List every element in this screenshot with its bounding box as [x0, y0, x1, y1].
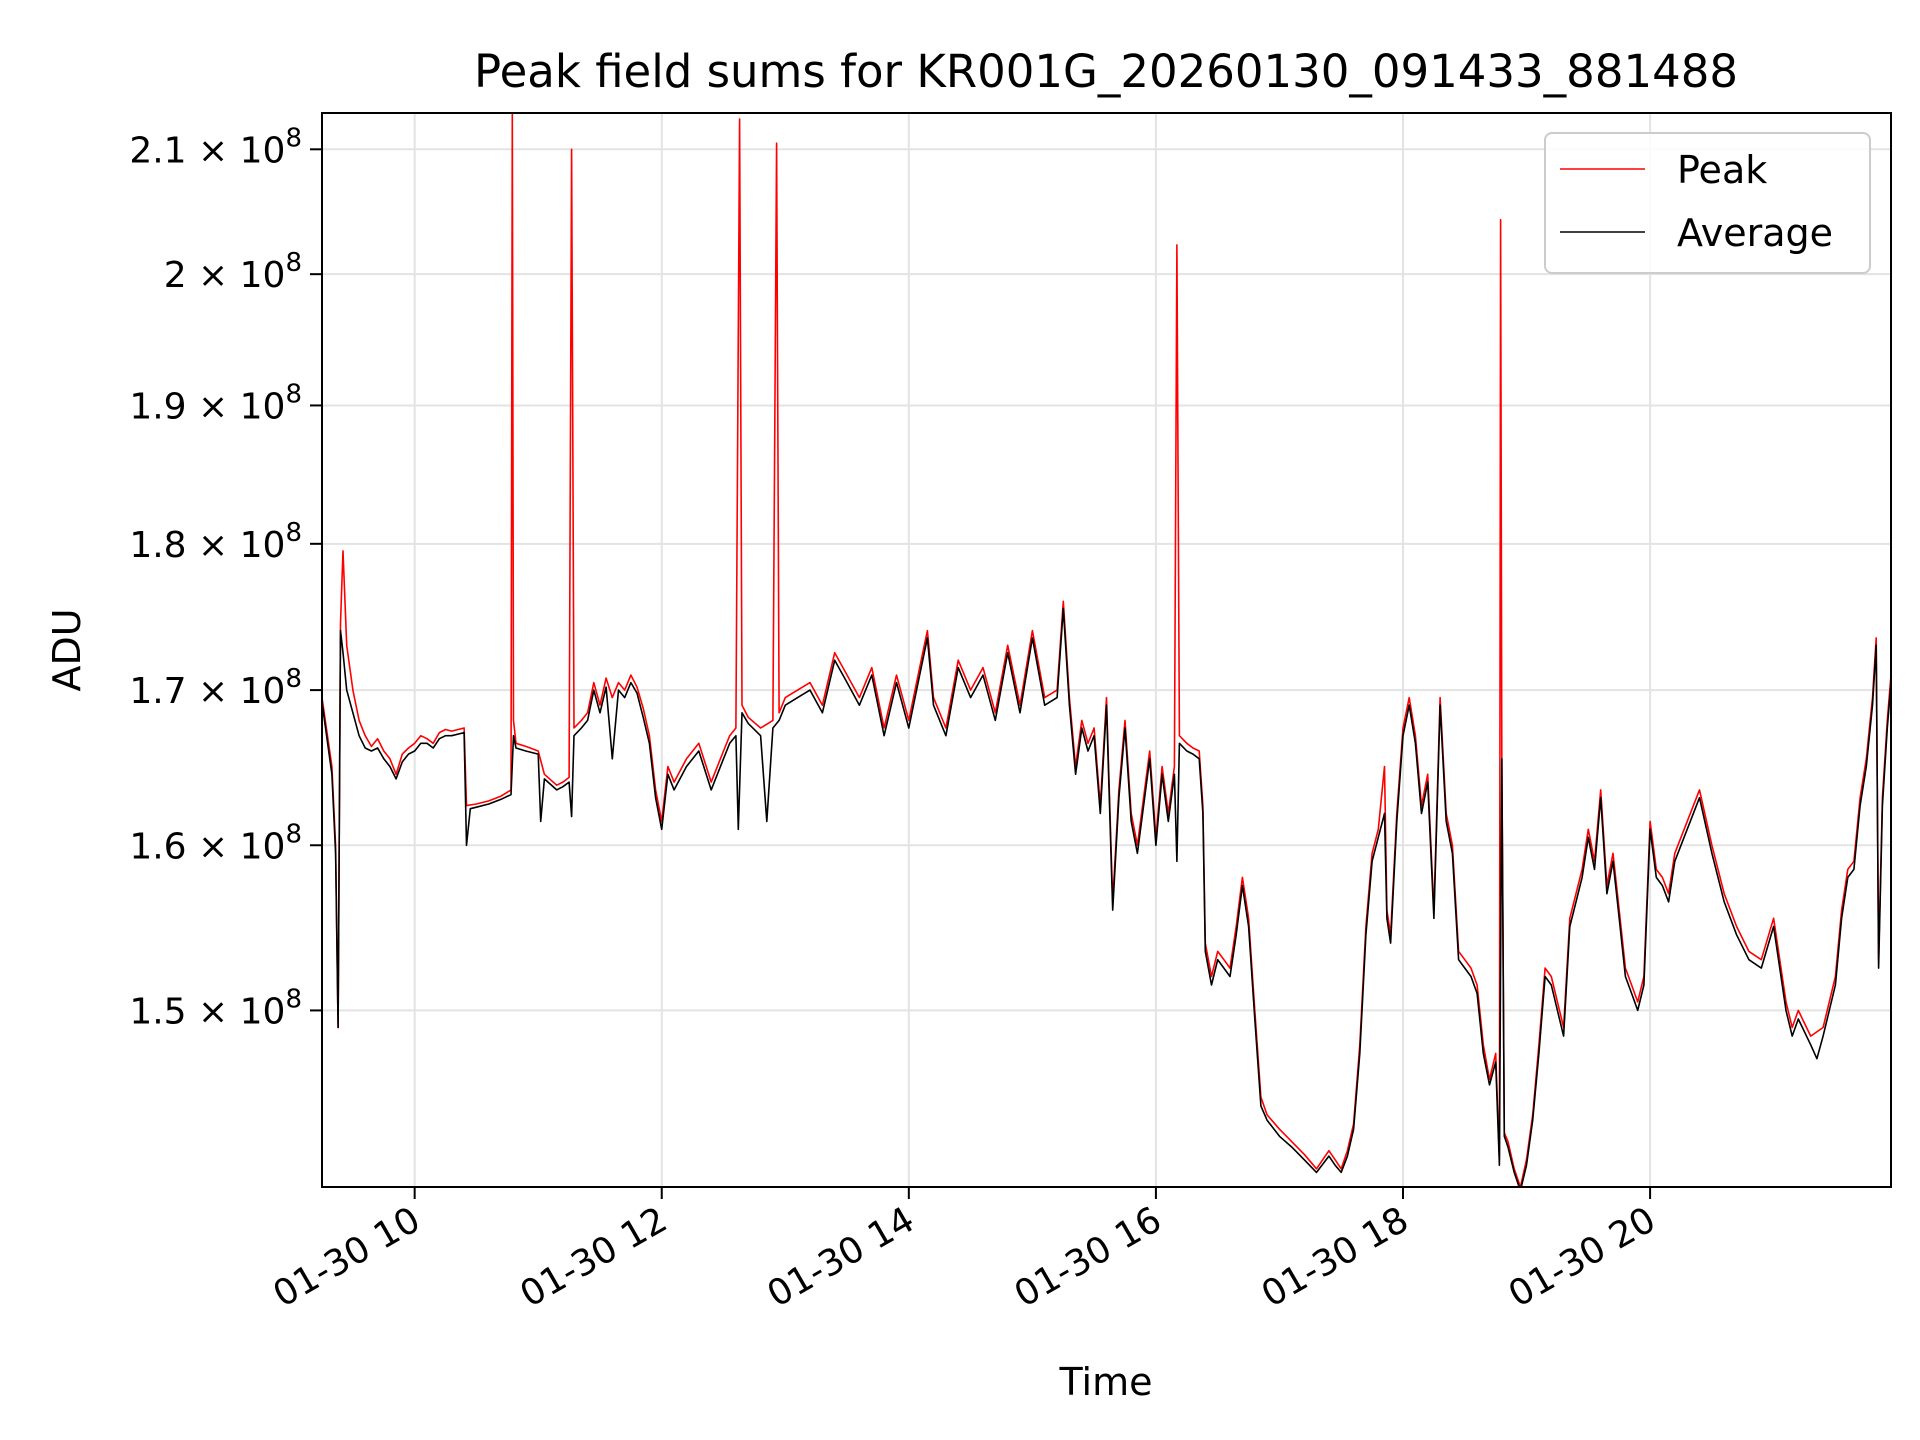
y-tick-label: 1.9 × 108 [129, 379, 302, 427]
y-tick-exponent: 8 [285, 984, 302, 1014]
y-tick-exponent: 8 [285, 123, 302, 153]
y-tick-mantissa: 1.7 [129, 671, 186, 712]
y-tick-label: 1.6 × 108 [129, 819, 302, 867]
y-tick-exponent: 8 [285, 379, 302, 409]
y-tick-exponent: 8 [285, 518, 302, 548]
y-tick-mantissa: 2 [164, 255, 187, 296]
y-axis-label: ADU [45, 608, 89, 691]
y-tick-base: × 10 [187, 826, 286, 867]
y-tick-base: × 10 [187, 386, 286, 427]
grid-lines [322, 113, 1891, 1187]
y-tick-exponent: 8 [285, 248, 302, 278]
plot-area [321, 112, 1892, 1188]
y-tick-base: × 10 [187, 671, 286, 712]
legend-box [1544, 132, 1871, 274]
y-tick-base: × 10 [187, 255, 286, 296]
y-tick-mantissa: 2.1 [129, 130, 186, 171]
series-line-average [322, 607, 1891, 1187]
y-tick-mantissa: 1.5 [129, 991, 186, 1032]
legend-label-peak: Peak [1677, 148, 1767, 192]
series-lines [322, 113, 1891, 1187]
y-tick-label: 1.7 × 108 [129, 664, 302, 712]
legend-label-average: Average [1677, 211, 1833, 255]
y-tick-mantissa: 1.8 [129, 525, 186, 566]
y-tick-base: × 10 [187, 525, 286, 566]
y-tick-label: 2.1 × 108 [129, 123, 302, 171]
y-tick-mantissa: 1.6 [129, 826, 186, 867]
x-axis-label: Time [1059, 1360, 1153, 1404]
y-tick-label: 2 × 108 [164, 248, 302, 296]
plot-frame [321, 112, 1892, 1188]
y-tick-base: × 10 [187, 130, 286, 171]
y-tick-exponent: 8 [285, 819, 302, 849]
y-tick-mantissa: 1.9 [129, 386, 186, 427]
y-tick-exponent: 8 [285, 664, 302, 694]
chart-title: Peak field sums for KR001G_20260130_0914… [474, 45, 1738, 98]
y-tick-label: 1.8 × 108 [129, 518, 302, 566]
y-tick-label: 1.5 × 108 [129, 984, 302, 1032]
y-tick-base: × 10 [187, 991, 286, 1032]
legend: Peak Average [1544, 132, 1871, 274]
